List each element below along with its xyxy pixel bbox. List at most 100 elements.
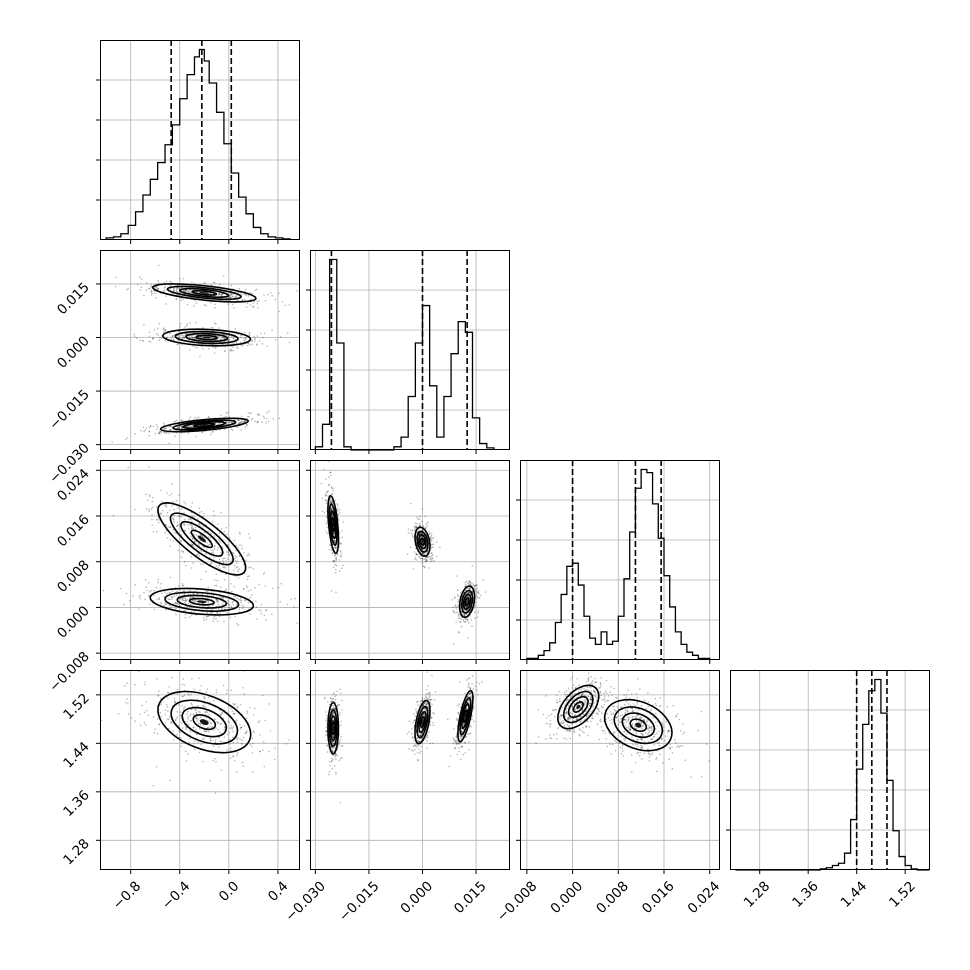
sample-point bbox=[431, 555, 433, 557]
sample-point bbox=[232, 755, 235, 757]
sample-point bbox=[148, 430, 151, 432]
sample-point bbox=[218, 615, 221, 618]
sample-point bbox=[183, 560, 186, 563]
sample-point bbox=[242, 687, 244, 689]
sample-point bbox=[455, 575, 458, 577]
sample-point bbox=[467, 592, 470, 594]
sample-point bbox=[230, 294, 232, 297]
sample-point bbox=[165, 597, 168, 600]
sample-point bbox=[225, 411, 228, 414]
sample-point bbox=[191, 527, 193, 530]
sample-point bbox=[458, 631, 461, 634]
sample-point bbox=[130, 717, 133, 719]
sample-point bbox=[182, 551, 184, 553]
sample-point bbox=[169, 592, 171, 594]
sample-point bbox=[225, 334, 228, 337]
sample-point bbox=[144, 579, 147, 581]
sample-point bbox=[233, 569, 235, 571]
sample-point bbox=[155, 285, 157, 288]
sample-point bbox=[216, 579, 219, 582]
sample-point bbox=[160, 703, 162, 706]
sample-point bbox=[195, 554, 198, 556]
sample-point bbox=[139, 724, 142, 727]
sample-point bbox=[243, 552, 245, 554]
sample-point bbox=[331, 746, 334, 749]
sample-point bbox=[144, 429, 146, 432]
sample-point bbox=[139, 713, 142, 716]
panel-frame bbox=[100, 250, 300, 450]
sample-point bbox=[465, 613, 467, 615]
sample-point bbox=[420, 532, 422, 534]
sample-point bbox=[216, 599, 219, 602]
sample-point bbox=[213, 729, 215, 732]
sample-point bbox=[132, 595, 134, 597]
sample-point bbox=[188, 336, 191, 339]
sample-point bbox=[146, 589, 149, 592]
sample-point bbox=[250, 589, 252, 591]
sample-point bbox=[457, 612, 460, 615]
sample-point bbox=[431, 674, 433, 677]
sample-point bbox=[188, 694, 190, 696]
sample-point bbox=[458, 750, 460, 753]
sample-point bbox=[331, 698, 334, 701]
sample-point bbox=[166, 492, 168, 494]
sample-point bbox=[236, 754, 239, 756]
sample-point bbox=[191, 281, 193, 284]
sample-point bbox=[234, 615, 237, 618]
sample-point bbox=[418, 741, 421, 743]
sample-point bbox=[177, 524, 179, 527]
sample-point bbox=[195, 711, 198, 714]
sample-point bbox=[168, 442, 171, 444]
sample-point bbox=[213, 616, 216, 618]
sample-point bbox=[148, 340, 150, 343]
sample-point bbox=[230, 428, 233, 430]
sample-point bbox=[200, 550, 203, 552]
sample-point bbox=[463, 615, 466, 617]
sample-point bbox=[265, 422, 267, 424]
sample-point bbox=[339, 509, 341, 511]
sample-point bbox=[336, 704, 339, 707]
sample-point bbox=[476, 587, 479, 590]
sample-point bbox=[334, 571, 337, 574]
sample-point bbox=[242, 736, 245, 739]
sample-point bbox=[186, 425, 188, 428]
sample-point bbox=[334, 563, 337, 566]
sample-point bbox=[333, 764, 336, 767]
sample-point bbox=[232, 712, 235, 715]
sample-point bbox=[194, 346, 196, 349]
sample-point bbox=[187, 718, 189, 720]
sample-point bbox=[416, 737, 419, 740]
sample-point bbox=[157, 288, 159, 290]
sample-point bbox=[170, 425, 172, 427]
sample-point bbox=[190, 523, 192, 526]
sample-point bbox=[147, 714, 150, 716]
sample-point bbox=[191, 335, 193, 337]
sample-point bbox=[188, 290, 191, 292]
sample-point bbox=[336, 690, 338, 693]
sample-point bbox=[193, 305, 195, 307]
sample-point bbox=[185, 564, 187, 567]
sample-point bbox=[198, 677, 200, 679]
sample-point bbox=[286, 603, 289, 606]
density-contour bbox=[169, 512, 234, 566]
sample-point bbox=[218, 285, 220, 288]
sample-point bbox=[421, 699, 424, 702]
sample-point bbox=[231, 346, 234, 348]
sample-point bbox=[134, 683, 136, 686]
sample-point bbox=[339, 712, 342, 714]
sample-point bbox=[190, 543, 192, 545]
density-contour bbox=[191, 289, 218, 296]
sample-point bbox=[151, 292, 154, 295]
sample-point bbox=[202, 602, 204, 605]
sample-point bbox=[261, 343, 264, 345]
sample-point bbox=[476, 681, 478, 683]
sample-point bbox=[193, 601, 196, 603]
density-peak bbox=[332, 521, 334, 528]
sample-point bbox=[191, 543, 194, 546]
density-contour bbox=[327, 495, 340, 555]
sample-point bbox=[329, 760, 331, 763]
sample-point bbox=[236, 423, 239, 425]
sample-point bbox=[218, 558, 221, 561]
sample-point bbox=[204, 282, 206, 284]
sample-point bbox=[339, 740, 341, 743]
